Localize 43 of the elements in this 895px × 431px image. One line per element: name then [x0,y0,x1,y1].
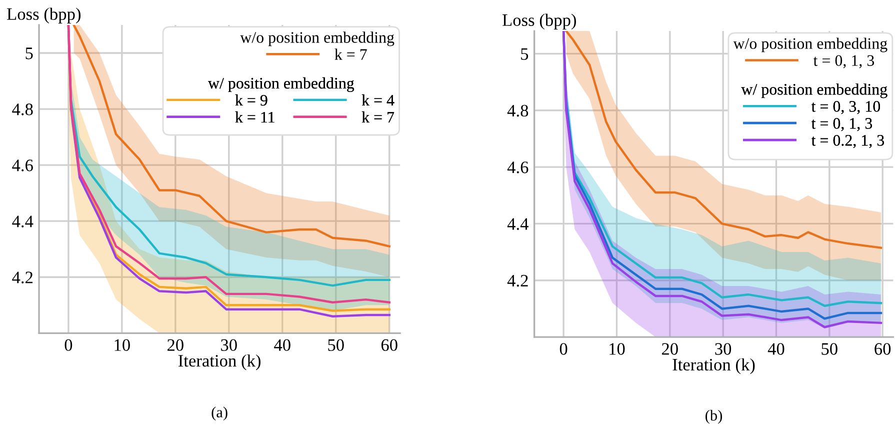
y-tick-label: 4.6 [12,160,33,172]
y-axis-title: Loss (bpp) [502,14,576,30]
x-tick-label: 10 [114,339,130,351]
annotation: w/o position embedding [240,32,394,46]
legend-label: k = 9 [235,94,268,106]
legend-label: t = 0, 3, 10 [811,101,880,114]
y-tick-label: 5 [26,48,33,60]
text: (a) [212,406,228,421]
x-tick-label: 20 [662,343,678,355]
x-tick-label: 10 [610,343,625,355]
x-tick-label: 60 [381,339,398,351]
y-axis-title: Loss (bpp) [7,8,81,24]
x-axis-title: Iteration (k) [178,354,260,370]
x-tick-label: 30 [715,343,732,355]
legend-label: k = 7 [362,111,394,122]
legend-label: k = 11 [235,111,274,122]
legend-label: t = 0, 1, 3 [811,118,872,132]
y-tick-label: 4.8 [507,104,528,117]
y-tick-label: 5 [521,48,528,60]
annotation: w/o position embedding [733,38,888,52]
annotation: w/ position embedding [741,84,888,98]
x-tick-label: 40 [768,343,784,355]
x-tick-label: 50 [822,343,838,355]
x-tick-label: 40 [274,339,290,351]
legend-label: t = 0.2, 1, 3 [811,134,884,148]
y-tick-label: 4.4 [507,218,528,230]
text: (b) [706,410,722,424]
legend-label: k = 4 [362,94,394,106]
x-tick-label: 0 [560,343,568,355]
x-tick-label: 0 [64,339,72,351]
x-axis-title: Iteration (k) [672,358,755,374]
annotation: w/ position embedding [208,77,354,92]
y-tick-label: 4.8 [12,104,33,116]
y-tick-label: 4.6 [507,162,528,174]
x-tick-label: 60 [874,343,891,355]
x-tick-label: 50 [328,339,344,351]
legend-label: k = 7 [334,48,367,60]
y-tick-label: 4.2 [12,272,33,284]
x-tick-label: 20 [168,339,184,351]
legend-label: t = 0, 1, 3 [813,55,874,68]
x-tick-label: 30 [221,339,237,351]
y-tick-label: 4.2 [507,274,528,287]
y-tick-label: 4.4 [12,216,34,228]
